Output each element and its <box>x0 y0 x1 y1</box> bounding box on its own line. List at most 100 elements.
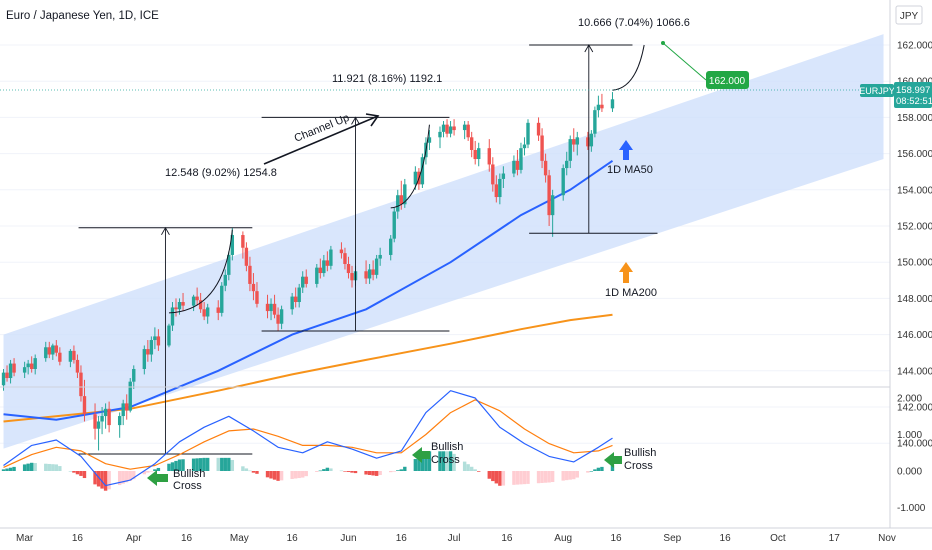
candle-body <box>371 269 375 275</box>
macd-histogram-bar <box>75 471 80 475</box>
macd-histogram-bar <box>125 471 129 483</box>
candle-body <box>304 276 308 284</box>
measure-arrowhead <box>584 44 594 53</box>
macd-histogram-bar <box>58 466 62 471</box>
candle-body <box>378 254 382 259</box>
macd-histogram-bar <box>367 471 372 475</box>
price-tick-label: 148.000 <box>897 294 932 305</box>
candle-body <box>575 137 579 145</box>
candle-body <box>322 260 326 274</box>
candle-body <box>216 307 220 313</box>
time-tick-label: Jul <box>448 533 461 544</box>
time-axis[interactable]: Mar 16 Apr 16 May 16 Jun 16 Jul 16 Aug 16 Sep 16 Oct 17… <box>16 533 896 544</box>
chart-title: Euro / Japanese Yen, 1D, ICE <box>6 10 159 22</box>
measure-label-3: 10.666 (7.04%) 1066.6 <box>578 17 690 29</box>
candle-body <box>191 296 196 306</box>
candle-body <box>290 296 294 310</box>
candle-body <box>128 381 132 411</box>
ma50-line <box>3 159 614 421</box>
candle-body <box>103 408 108 417</box>
macd-histogram-bar <box>177 459 182 471</box>
price-tick-label: 154.000 <box>897 185 932 196</box>
candle-body <box>44 347 48 359</box>
macd-histogram-bar <box>216 457 220 471</box>
price-tick-label: 142.000 <box>897 403 932 414</box>
candle-body <box>343 253 347 265</box>
candle-body <box>586 137 590 147</box>
measurements-group <box>78 44 658 455</box>
ma50-label: 1D MA50 <box>607 164 653 176</box>
price-axis[interactable]: 162.000160.000158.000156.000154.000152.0… <box>859 0 932 528</box>
macd-histogram-bar <box>198 458 203 471</box>
target-badge-label: 162.000 <box>709 76 746 87</box>
candle-body <box>68 350 73 362</box>
candle-body <box>329 249 333 266</box>
macd-histogram-bar <box>417 456 421 471</box>
macd-histogram-bar <box>82 471 87 479</box>
ma50-arrow-icon <box>619 140 633 160</box>
candle-body <box>33 358 37 369</box>
macd-histogram-bar <box>403 466 407 471</box>
candle-body <box>445 124 449 134</box>
macd-histogram-bar <box>248 470 252 472</box>
macd-histogram-bar <box>498 471 502 486</box>
candle-body <box>536 122 541 136</box>
macd-histogram-bar <box>371 471 375 476</box>
last-price-label: 158.997 <box>896 85 930 96</box>
candle-body <box>477 148 481 160</box>
target-badge <box>706 71 749 89</box>
macd-histogram-bar <box>121 471 125 484</box>
candle-body <box>5 372 9 379</box>
candle-body <box>205 307 210 317</box>
macd-histogram-bar <box>205 457 210 471</box>
candle-body <box>593 110 597 134</box>
macd-histogram-bar <box>202 457 206 471</box>
candle-body <box>47 347 51 355</box>
macd-histogram-bar <box>522 471 527 485</box>
macd-histogram-bar <box>117 471 122 486</box>
macd-histogram-bar <box>452 453 456 471</box>
macd-histogram-bar <box>353 471 358 474</box>
macd-histogram-bar <box>33 463 37 471</box>
time-tick-label: Jun <box>340 533 356 544</box>
candle-body <box>26 363 30 368</box>
symbol-badge-label: EURJPY <box>859 86 895 96</box>
candle-body <box>565 160 569 169</box>
macd-signal-line <box>3 399 613 470</box>
candle-body <box>438 131 442 138</box>
candle-body <box>596 104 601 111</box>
candle-body <box>8 363 13 379</box>
candle-body <box>487 148 491 165</box>
currency-label: JPY <box>900 11 919 22</box>
price-tick-label: 150.000 <box>897 258 932 269</box>
candle-body <box>125 403 129 411</box>
time-tick-label: 16 <box>181 533 193 544</box>
bullish-cross-arrow-icon <box>147 470 168 486</box>
currency-button[interactable] <box>895 5 923 25</box>
candles-group <box>1 92 615 451</box>
candle-body <box>610 99 615 109</box>
macd-histogram-bar <box>596 467 601 471</box>
candle-body <box>255 291 259 304</box>
macd-histogram-bar <box>550 471 555 483</box>
macd-histogram-bar <box>47 463 51 471</box>
candle-body <box>181 302 185 306</box>
time-tick-label: Mar <box>16 533 34 544</box>
bullish-cross-label-3a: Bullish <box>624 447 656 459</box>
time-tick-label: Sep <box>663 533 681 544</box>
candle-body <box>146 349 150 355</box>
macd-histogram-bar <box>128 471 132 481</box>
candle-body <box>540 135 544 161</box>
candle-body <box>600 104 604 109</box>
macd-histogram-bar <box>462 461 467 471</box>
ma200-line <box>3 313 613 423</box>
macd-histogram-bar <box>26 463 30 471</box>
projection-curve <box>612 44 645 91</box>
macd-histogram-bar <box>536 471 541 484</box>
candle-body <box>248 265 252 284</box>
candle-body <box>174 307 178 310</box>
macd-histogram-bar <box>315 471 319 472</box>
macd-histogram-bar <box>22 464 27 471</box>
macd-histogram-bar <box>329 468 333 471</box>
time-tick-label: Oct <box>770 533 786 544</box>
